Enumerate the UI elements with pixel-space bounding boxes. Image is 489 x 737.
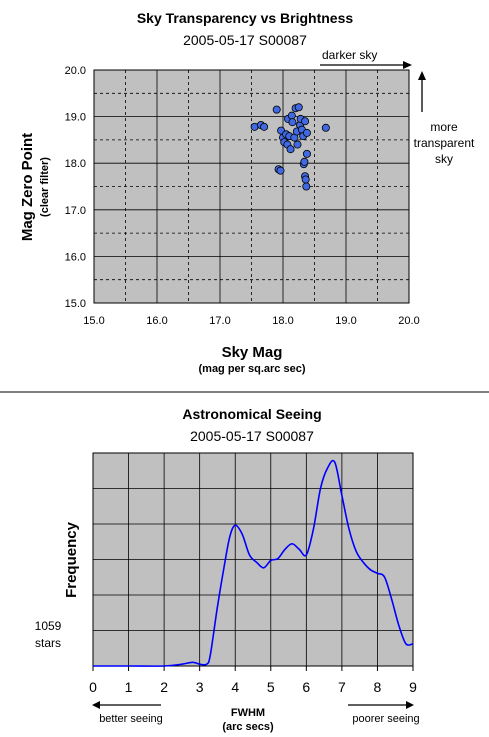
scatter-grid [94,70,409,303]
seeing-x-tick-label: 7 [338,679,346,695]
scatter-chart: Sky Transparency vs Brightness 2005-05-1… [19,10,475,375]
poorer-seeing-note: poorer seeing [352,713,419,725]
poorer-seeing-arrowhead [406,701,414,709]
seeing-grid [93,453,413,666]
scatter-point [300,157,309,166]
scatter-point [286,145,295,154]
scatter-y-tick-label: 19.0 [65,112,86,124]
seeing-x-tick-label: 6 [302,679,310,695]
scatter-y-tick-label: 15.0 [65,298,86,310]
scatter-y-ticks: 15.0 16.0 17.0 18.0 19.0 20.0 [65,65,86,310]
scatter-title: Sky Transparency vs Brightness [137,10,354,26]
scatter-point [302,182,311,191]
scatter-x-tick-label: 17.0 [209,315,230,327]
scatter-point [272,105,281,114]
scatter-point [301,117,310,126]
seeing-y-axis-label: Frequency [63,521,80,598]
seeing-subtitle: 2005-05-17 S00087 [190,428,314,444]
scatter-x-tick-label: 15.0 [83,315,104,327]
scatter-point [294,103,303,112]
seeing-chart: Astronomical Seeing 2005-05-17 S00087 0 1… [35,406,420,733]
scatter-y-tick-label: 18.0 [65,158,86,170]
scatter-point [288,118,297,127]
seeing-title: Astronomical Seeing [182,406,321,422]
scatter-y-axis-sublabel: (clear filter) [39,157,51,217]
scatter-point [302,149,311,158]
darker-sky-arrowhead [403,61,412,69]
seeing-x-tick-label: 0 [89,679,97,695]
scatter-point [302,128,311,137]
scatter-y-tick-label: 17.0 [65,205,86,217]
scatter-x-tick-label: 16.0 [146,315,167,327]
scatter-point [321,123,330,132]
scatter-y-axis-label: Mag Zero Point [19,133,36,241]
seeing-x-ticks: 0 1 2 3 4 5 6 7 8 9 [89,666,417,695]
scatter-subtitle: 2005-05-17 S00087 [183,32,307,48]
seeing-x-tick-label: 5 [267,679,275,695]
scatter-point [276,166,285,175]
scatter-x-tick-label: 20.0 [398,315,419,327]
scatter-x-axis-sublabel: (mag per sq.arc sec) [199,363,306,375]
seeing-x-tick-label: 2 [160,679,168,695]
seeing-x-tick-label: 1 [125,679,133,695]
scatter-points [250,103,330,191]
seeing-x-tick-label: 4 [231,679,239,695]
transparent-note-line3: sky [435,152,453,166]
darker-sky-note: darker sky [322,48,377,62]
better-seeing-note: better seeing [99,713,163,725]
seeing-x-tick-label: 3 [196,679,204,695]
star-count-unit: stars [35,636,61,650]
scatter-point [287,111,296,120]
scatter-point [293,140,302,149]
scatter-point [260,122,269,131]
seeing-series-line [92,459,414,667]
seeing-x-axis-label: FWHM [231,707,265,719]
seeing-x-tick-label: 8 [374,679,382,695]
seeing-x-tick-label: 9 [409,679,417,695]
scatter-x-tick-label: 18.0 [272,315,293,327]
scatter-point [301,175,310,184]
scatter-x-axis-label: Sky Mag [222,344,283,361]
transparent-note-line1: more [430,120,458,134]
scatter-x-ticks: 15.0 16.0 17.0 18.0 19.0 20.0 [83,315,419,327]
star-count: 1059 [35,619,62,633]
transparent-sky-arrowhead [418,71,426,80]
scatter-y-tick-label: 20.0 [65,65,86,77]
scatter-y-tick-label: 16.0 [65,251,86,263]
seeing-x-axis-sublabel: (arc secs) [222,721,274,733]
scatter-x-tick-label: 19.0 [335,315,356,327]
better-seeing-arrowhead [92,701,100,709]
transparent-note-line2: transparent [414,136,475,150]
